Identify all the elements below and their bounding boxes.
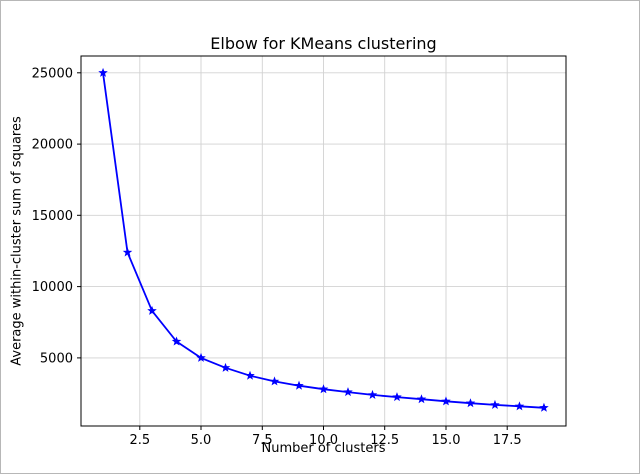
x-tick-label: 12.5	[370, 433, 399, 448]
data-point-marker	[392, 392, 402, 402]
x-tick-label: 7.5	[252, 433, 273, 448]
data-point-marker	[171, 336, 182, 346]
data-point-marker	[367, 389, 378, 399]
y-tick-label: 5000	[40, 351, 73, 366]
data-point-marker	[147, 305, 157, 315]
x-tick-label: 5.0	[191, 433, 212, 448]
data-point-marker	[441, 396, 451, 406]
x-tick-label: 10.0	[309, 433, 338, 448]
data-point-marker	[514, 401, 525, 411]
data-point-marker	[269, 376, 280, 386]
y-tick-label: 10000	[32, 280, 73, 295]
data-point-marker	[490, 399, 500, 409]
data-point-marker	[539, 402, 549, 412]
data-point-marker	[465, 398, 476, 408]
y-tick-label: 20000	[32, 138, 73, 153]
data-point-marker	[122, 247, 133, 257]
x-axis-label: Number of clusters	[261, 441, 386, 456]
chart-title: Elbow for KMeans clustering	[210, 34, 437, 53]
data-point-marker	[245, 370, 255, 380]
x-tick-label: 17.5	[493, 433, 522, 448]
data-point-marker	[220, 362, 231, 372]
data-point-marker	[416, 394, 427, 404]
data-point-marker	[196, 352, 206, 362]
data-point-marker	[318, 384, 329, 394]
y-axis-label: Average within-cluster sum of squares	[9, 116, 25, 366]
x-tick-label: 15.0	[432, 433, 461, 448]
data-point-marker	[294, 380, 304, 390]
data-point-marker	[98, 67, 108, 77]
y-tick-label: 15000	[32, 209, 73, 224]
y-tick-label: 25000	[32, 66, 73, 81]
x-tick-label: 2.5	[129, 433, 150, 448]
data-point-marker	[343, 387, 353, 397]
